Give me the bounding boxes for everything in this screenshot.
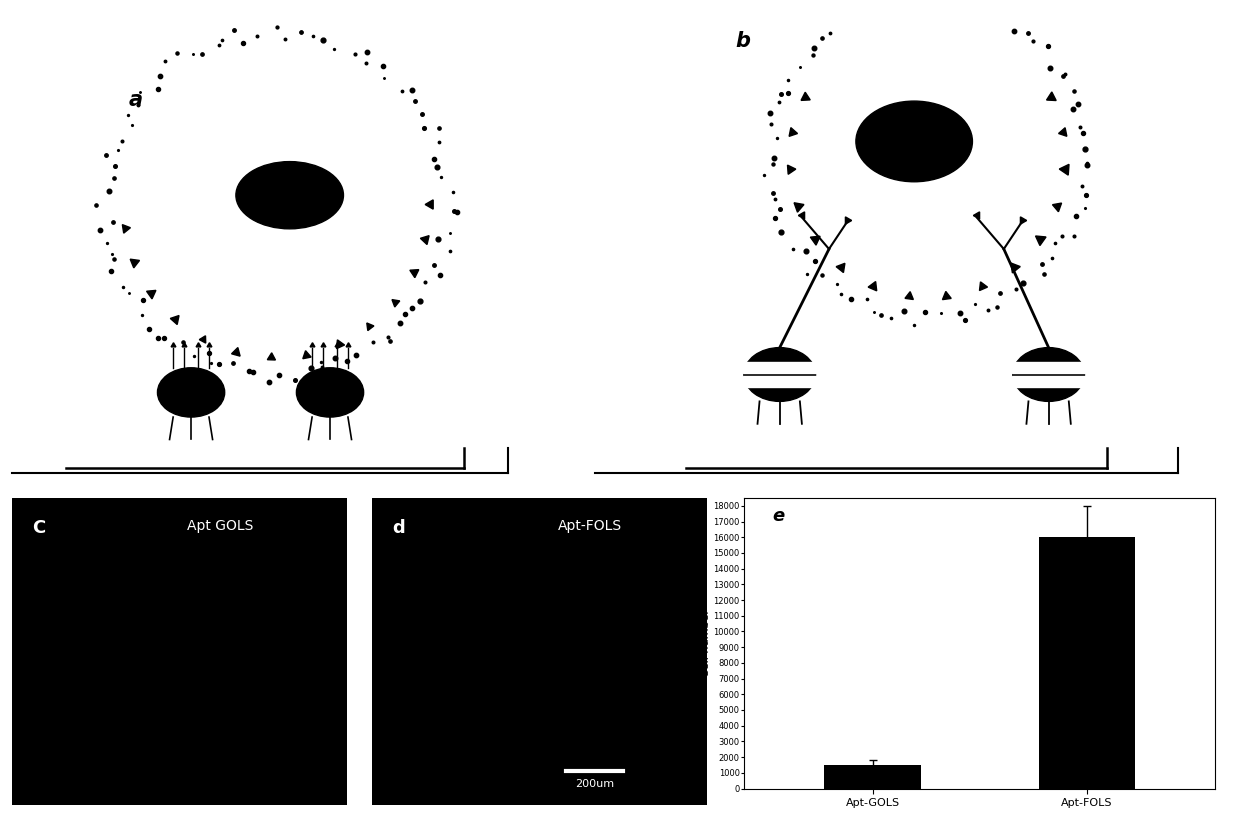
Text: Apt GOLS: Apt GOLS xyxy=(187,520,253,534)
Text: a: a xyxy=(128,90,143,110)
Ellipse shape xyxy=(157,368,224,417)
Ellipse shape xyxy=(1013,348,1085,402)
Bar xyxy=(743,382,816,387)
Text: b: b xyxy=(735,32,750,51)
Bar xyxy=(1012,382,1085,387)
Text: C: C xyxy=(32,520,46,538)
Ellipse shape xyxy=(744,348,816,402)
Ellipse shape xyxy=(133,61,419,348)
Bar xyxy=(743,369,816,374)
Ellipse shape xyxy=(296,368,363,417)
Bar xyxy=(743,376,816,380)
Ellipse shape xyxy=(797,29,1058,290)
Bar xyxy=(743,362,816,367)
Bar xyxy=(1012,369,1085,374)
Ellipse shape xyxy=(856,101,972,182)
Bar xyxy=(825,765,920,788)
Text: 200um: 200um xyxy=(575,779,614,788)
Bar xyxy=(1012,362,1085,367)
Text: Apt-FOLS: Apt-FOLS xyxy=(558,520,621,534)
Bar xyxy=(1012,376,1085,380)
Bar xyxy=(1039,537,1135,788)
Text: e: e xyxy=(773,506,785,525)
Ellipse shape xyxy=(236,162,343,229)
Y-axis label: Cell number: Cell number xyxy=(701,609,711,677)
Text: d: d xyxy=(392,520,404,538)
